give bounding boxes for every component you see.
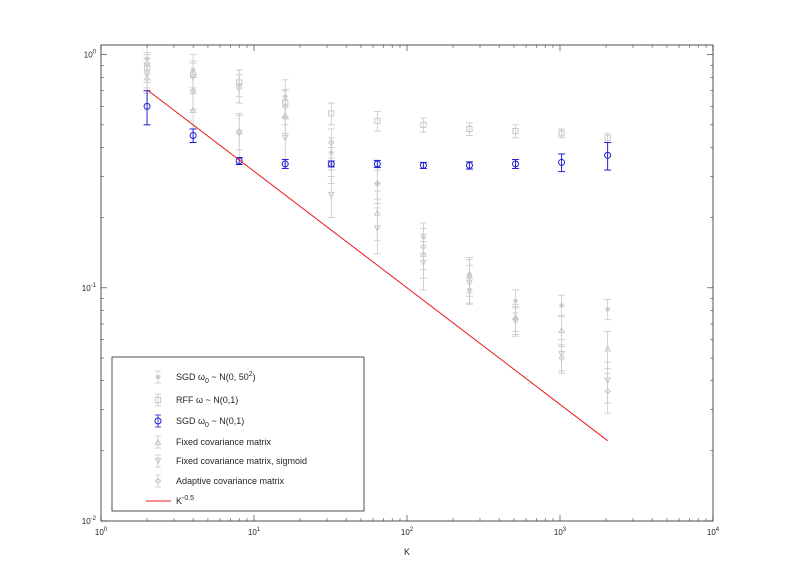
data-point — [465, 161, 473, 169]
data-point — [235, 130, 243, 138]
legend-swatch-marker — [154, 457, 162, 465]
series-5 — [143, 58, 612, 414]
data-point — [143, 69, 151, 76]
y-tick-label: 100 — [84, 50, 97, 60]
legend-label: Fixed covariance matrix — [176, 437, 272, 447]
data-point — [466, 273, 473, 280]
x-tick-label: 101 — [248, 527, 261, 537]
data-point — [373, 160, 381, 168]
data-point — [604, 344, 612, 352]
data-point — [327, 160, 335, 168]
reference-line — [146, 89, 608, 442]
data-point — [189, 87, 197, 95]
data-point — [558, 130, 565, 137]
data-point — [189, 132, 197, 140]
legend-label: Adaptive covariance matrix — [176, 476, 285, 486]
data-point — [143, 102, 151, 110]
data-point — [373, 225, 381, 233]
data-point — [558, 326, 565, 334]
data-point — [604, 387, 611, 395]
data-point — [419, 161, 427, 169]
data-point — [281, 134, 289, 142]
data-point — [604, 151, 612, 159]
legend: SGD ω0 ~ N(0, 502) RFF ω ~ N(0,1) SGD ω0 ~… — [111, 356, 365, 512]
plot-frame — [100, 44, 714, 522]
x-tick-label: 104 — [707, 527, 720, 537]
series-2 — [143, 90, 612, 173]
legend-swatch-marker — [155, 374, 161, 380]
data-point — [512, 298, 519, 304]
data-point — [235, 157, 243, 165]
legend-entry: RFF ω ~ N(0,1) — [154, 393, 238, 407]
data-point — [281, 103, 289, 110]
chart-marks — [143, 44, 612, 442]
series-6 — [146, 89, 608, 442]
legend-swatch-marker — [154, 417, 162, 425]
legend-box — [111, 356, 365, 512]
data-point — [558, 158, 566, 166]
data-point — [604, 134, 611, 141]
legend-entry: Fixed covariance matrix — [154, 435, 272, 449]
legend-swatch-marker — [154, 396, 162, 404]
data-point — [328, 110, 335, 117]
legend-entry: Fixed covariance matrix, sigmoid — [154, 454, 307, 468]
legend-entry: SGD ω0 ~ N(0,1) — [154, 414, 244, 429]
x-tick-label: 100 — [95, 527, 108, 537]
legend-label: Fixed covariance matrix, sigmoid — [176, 456, 307, 466]
legend-label: RFF ω ~ N(0,1) — [176, 395, 238, 405]
legend-entry: K-0.5 — [146, 495, 194, 506]
data-point — [374, 180, 381, 187]
data-point — [605, 306, 611, 312]
y-tick-label: 10-1 — [82, 283, 97, 293]
data-point — [558, 354, 565, 362]
y-tick-label: 10-2 — [82, 516, 97, 526]
x-tick-label: 103 — [554, 527, 567, 537]
data-point — [420, 121, 427, 128]
data-point — [558, 302, 565, 309]
x-tick-label: 102 — [401, 527, 414, 537]
data-point — [374, 117, 381, 124]
legend-entry: SGD ω0 ~ N(0, 502) — [155, 370, 256, 385]
legend-swatch-marker — [154, 438, 162, 446]
axis-ticks: 100 101 102 103 104 10-2 10-1 100 — [82, 45, 720, 537]
data-point — [512, 160, 520, 168]
data-point — [235, 84, 243, 92]
data-point — [466, 125, 473, 133]
data-point — [281, 160, 289, 168]
data-point — [327, 191, 335, 199]
data-point — [512, 316, 519, 324]
legend-entry: Adaptive covariance matrix — [154, 474, 285, 488]
data-point — [327, 139, 335, 146]
legend-label: SGD ω0 ~ N(0, 502) — [176, 371, 256, 385]
legend-swatch-marker — [154, 477, 162, 485]
x-axis-label: K — [404, 547, 410, 557]
legend-label: K-0.5 — [176, 495, 194, 506]
data-point — [420, 243, 427, 251]
legend-label: SGD ω0 ~ N(0,1) — [176, 416, 244, 429]
data-point — [512, 128, 519, 135]
